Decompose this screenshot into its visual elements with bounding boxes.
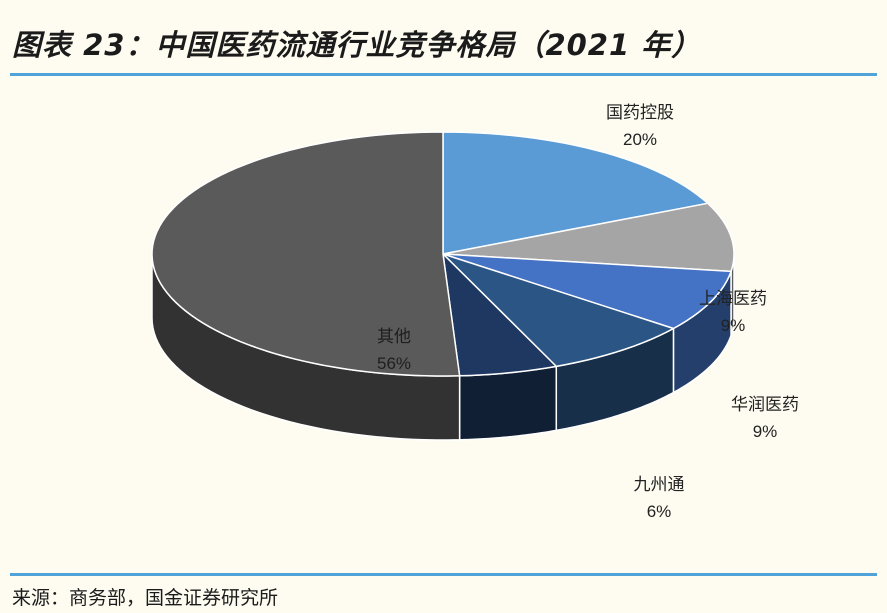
top-rule [10,73,877,76]
slice-label-0: 国药控股 [606,103,674,123]
slice-value-5: 56% [377,354,411,373]
slice-label-4: 九州通 [634,475,685,495]
slice-value-4: 6% [647,502,672,521]
pie-slice-5 [151,131,461,377]
pie-slice-4 [442,253,558,377]
slice-value-2: 9% [721,316,746,335]
figure-title: 图表 23：中国医药流通行业竞争格局（2021 年） [12,28,702,62]
bottom-rule [10,573,877,576]
pie-slice-3 [442,253,675,368]
pie-slice-1 [442,202,735,273]
slice-label-3: 华润医药 [731,395,799,415]
pie-side-4 [458,365,558,441]
slice-label-2: 上海医药 [699,289,767,309]
source-note: 来源：商务部，国金证券研究所 [12,587,279,609]
pie-labels: 国药控股 20% 上海医药 9% 华润医药 9% 九州通 6% 其他 56% [377,103,799,521]
pie-slice-0 [442,131,709,255]
pie-tops [151,131,735,377]
pie-slice-2 [442,253,732,330]
slice-value-3: 9% [753,422,778,441]
slice-value-0: 20% [623,130,657,149]
slice-label-5: 其他 [377,327,411,347]
